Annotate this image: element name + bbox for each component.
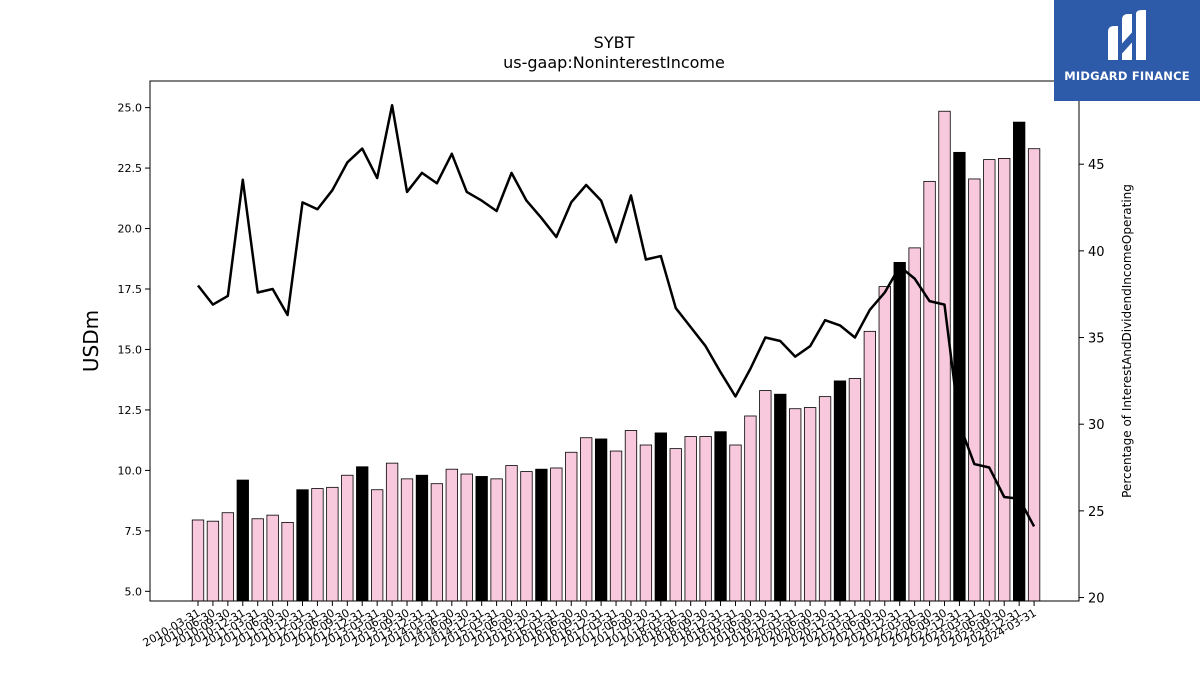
y-tick-label: 7.5 [125, 525, 143, 538]
bar [266, 514, 279, 602]
bar [923, 180, 936, 602]
y-tick-label-right: 25 [1088, 505, 1105, 520]
bar [878, 286, 891, 602]
brand-name: MIDGARD FINANCE [1064, 69, 1190, 83]
y-tick-label: 17.5 [118, 283, 143, 296]
bar [550, 467, 563, 602]
bar [803, 407, 817, 602]
bar [415, 474, 429, 602]
bar [460, 473, 473, 602]
y-tick-label-right: 40 [1088, 245, 1105, 260]
bar [580, 437, 593, 602]
bar [639, 444, 653, 602]
bar [953, 151, 966, 602]
bar [430, 483, 444, 602]
bar [863, 330, 876, 602]
bar-series [191, 110, 1041, 602]
bar [669, 448, 682, 602]
bar [789, 408, 802, 602]
brand-logo: MIDGARD FINANCE [1054, 0, 1200, 101]
bar [744, 415, 757, 602]
bar [594, 438, 608, 602]
bar [490, 478, 503, 602]
y-axis-label-right: Percentage of InterestAndDividendIncomeO… [1120, 184, 1134, 498]
bar [1013, 121, 1026, 602]
y-axis-label-left: USDm [79, 310, 103, 372]
x-axis: 2010-03-312010-06-302010-09-302010-12-31… [141, 601, 1039, 650]
bar [908, 247, 921, 602]
bar [654, 432, 667, 602]
y-tick-label: 15.0 [118, 343, 143, 356]
bar [699, 436, 712, 602]
y-tick-label: 20.0 [118, 223, 143, 236]
plot-frame [149, 80, 1080, 602]
bar [341, 474, 354, 602]
bar [535, 468, 548, 602]
bar [565, 451, 578, 602]
bar [221, 512, 235, 602]
bar [848, 378, 862, 602]
line-path [197, 104, 1036, 528]
bar [251, 518, 264, 602]
bar [684, 436, 697, 602]
y-tick-label: 25.0 [118, 102, 143, 115]
bar [938, 110, 951, 602]
y-tick-label-right: 35 [1088, 332, 1105, 347]
bar [624, 430, 638, 602]
y-tick-label: 22.5 [118, 162, 143, 175]
y-tick-label: 12.5 [118, 404, 143, 417]
bar [968, 178, 981, 602]
bar [356, 466, 369, 602]
y-axis-right: 20 25 30 35 40 45 [1079, 158, 1105, 607]
chart-subtitle: us-gaap:NoninterestIncome [503, 53, 725, 72]
y-tick-label-right: 30 [1088, 418, 1105, 433]
bar [1027, 148, 1041, 602]
bar [191, 519, 205, 602]
bar [893, 261, 906, 602]
bar [236, 479, 249, 602]
y-tick-label-right: 20 [1088, 592, 1105, 607]
y-tick-label: 10.0 [118, 464, 143, 477]
bar [445, 468, 458, 602]
bar [998, 157, 1011, 602]
bar [475, 476, 488, 602]
bar [833, 380, 847, 602]
bar [371, 489, 384, 602]
bar [326, 486, 339, 602]
bar [206, 520, 220, 602]
bar [609, 450, 623, 602]
bar [729, 444, 742, 602]
bar [818, 396, 832, 602]
bar [281, 522, 294, 602]
bar [311, 488, 324, 602]
line-series [197, 104, 1036, 528]
bar [385, 462, 399, 602]
bar [983, 159, 996, 602]
bar [759, 390, 772, 602]
y-axis-left: 5.0 7.5 10.0 12.5 15.0 17.5 20.0 22.5 25.0 [118, 102, 150, 598]
bar [520, 471, 533, 602]
bar [714, 431, 727, 602]
bar [296, 489, 309, 602]
bar [400, 478, 414, 602]
bar [505, 465, 518, 602]
chart-title: SYBT [594, 33, 635, 52]
bar [774, 393, 787, 602]
y-tick-label: 5.0 [125, 585, 143, 598]
y-tick-label-right: 45 [1088, 158, 1105, 173]
midgard-logo-icon [1108, 10, 1146, 60]
